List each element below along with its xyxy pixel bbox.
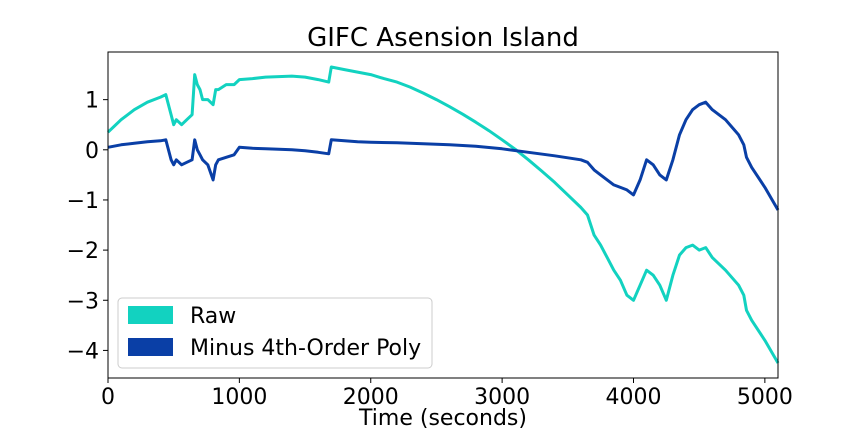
x-tick-label: 5000 xyxy=(737,385,793,410)
series-line-0 xyxy=(106,65,780,364)
legend: Raw Minus 4th-Order Poly xyxy=(117,297,433,369)
series-layer xyxy=(106,65,780,364)
legend-swatch-raw xyxy=(128,306,173,324)
x-tick-label: 4000 xyxy=(605,385,661,410)
x-tick-label: 3000 xyxy=(474,385,530,410)
legend-label-poly: Minus 4th-Order Poly xyxy=(190,336,421,361)
plot-frame xyxy=(107,51,779,379)
x-tick-label: 2000 xyxy=(343,385,399,410)
y-tick-label: −1 xyxy=(67,189,99,214)
y-tick-label: 1 xyxy=(85,89,99,114)
legend-swatch-poly xyxy=(128,338,173,356)
y-tick-label: −2 xyxy=(67,239,99,264)
x-tick-label: 1000 xyxy=(211,385,267,410)
x-tick-label: 0 xyxy=(101,385,115,410)
y-tick-label: 0 xyxy=(85,139,99,164)
y-tick-label: −3 xyxy=(67,289,99,314)
y-tick-label: −4 xyxy=(67,339,99,364)
x-axis: 0 1000 2000 3000 4000 5000 xyxy=(101,378,793,410)
legend-box xyxy=(117,297,433,369)
series-line-1 xyxy=(107,100,780,211)
y-axis: 1 0 −1 −2 −3 −4 xyxy=(67,89,108,364)
legend-label-raw: Raw xyxy=(190,304,236,329)
x-axis-label: Time (seconds) xyxy=(358,406,527,431)
chart-title: GIFC Asension Island xyxy=(307,23,579,53)
